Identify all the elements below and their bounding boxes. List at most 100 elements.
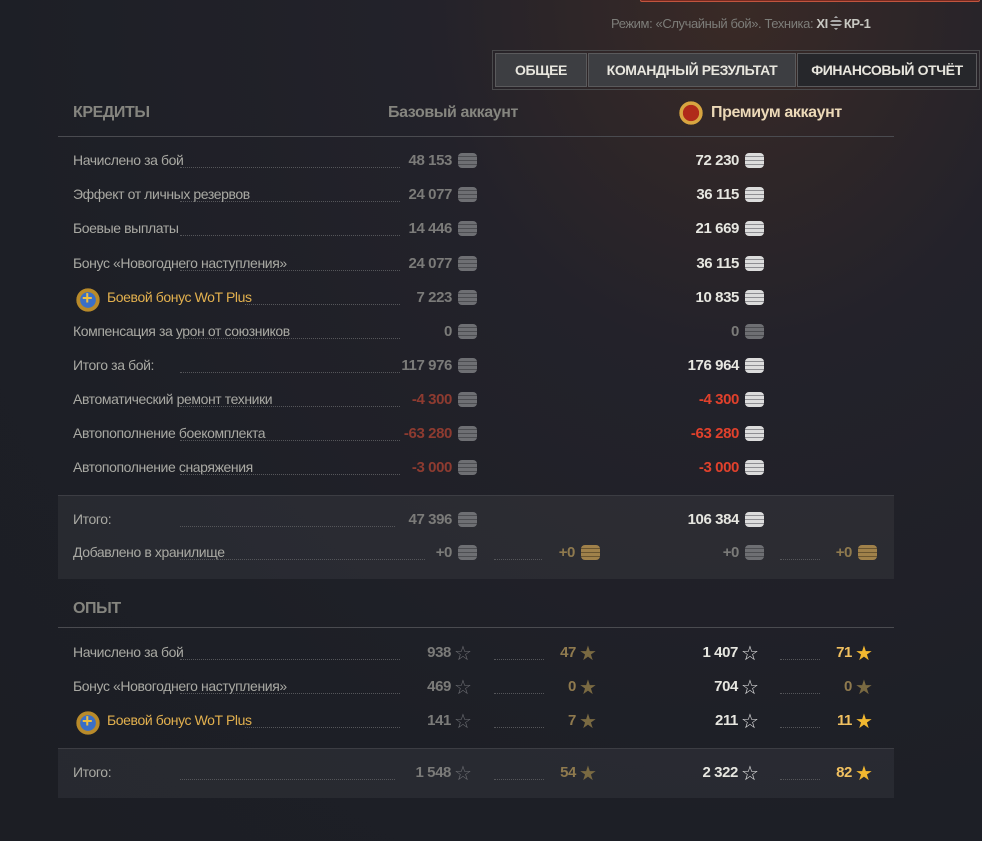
experience-star-icon: ☆ bbox=[741, 763, 759, 785]
premium-credits-total: 106 384 bbox=[687, 511, 740, 528]
divider bbox=[58, 627, 894, 628]
dotted-leader bbox=[180, 474, 400, 475]
dotted-leader bbox=[245, 727, 400, 728]
dotted-leader bbox=[180, 235, 400, 236]
base-credits-value: 14 446 bbox=[408, 220, 453, 237]
premium-credits-value: -3 000 bbox=[698, 459, 740, 476]
row-label: Автопополнение снаряжения bbox=[73, 459, 253, 475]
base-credits-value: -63 280 bbox=[403, 425, 452, 442]
experience-star-icon: ★ bbox=[579, 763, 597, 785]
row-label: Эффект от личных резервов bbox=[73, 186, 250, 202]
row-label: Итого за бой: bbox=[73, 357, 154, 373]
base-credits-value: 24 077 bbox=[408, 255, 453, 272]
table-row: Бонус «Новогоднего наступления» 24 077 36 … bbox=[0, 255, 982, 279]
base-account-header: Базовый аккаунт bbox=[388, 104, 518, 121]
row-label: Компенсация за урон от союзников bbox=[73, 323, 290, 339]
vehicle-class-icon bbox=[828, 15, 843, 31]
credits-icon bbox=[745, 512, 764, 527]
dotted-leader bbox=[180, 526, 395, 527]
row-label: Начислено за бой bbox=[73, 644, 184, 660]
row-label: Итого: bbox=[73, 511, 112, 527]
premium-free-xp-value: 82 bbox=[836, 764, 852, 781]
vehicle-name: КР-1 bbox=[843, 16, 871, 31]
row-label: Начислено за бой bbox=[73, 152, 184, 168]
experience-star-icon: ☆ bbox=[454, 763, 472, 785]
credits-icon bbox=[745, 256, 764, 271]
premium-credits-value: -63 280 bbox=[690, 425, 739, 442]
dotted-leader bbox=[494, 779, 544, 780]
table-row: Итого: 47 396 106 384 bbox=[0, 511, 982, 535]
credits-icon bbox=[745, 358, 764, 373]
dotted-leader bbox=[180, 440, 400, 441]
premium-credits-value: 21 669 bbox=[695, 220, 740, 237]
credits-icon bbox=[745, 221, 764, 236]
tab-general[interactable]: ОБЩЕЕ bbox=[495, 53, 587, 87]
row-label: Автопополнение боекомплекта bbox=[73, 425, 266, 441]
dotted-leader bbox=[180, 406, 400, 407]
credits-icon bbox=[458, 290, 477, 305]
row-label: Бонус «Новогоднего наступления» bbox=[73, 255, 287, 271]
base-credits-total: 47 396 bbox=[408, 511, 453, 528]
premium-free-xp-value: 0 bbox=[844, 678, 852, 695]
credits-icon bbox=[745, 290, 764, 305]
experience-title: ОПЫТ bbox=[73, 600, 121, 617]
experience-star-icon: ★ bbox=[579, 677, 597, 699]
dotted-leader bbox=[180, 338, 400, 339]
dotted-leader bbox=[494, 659, 544, 660]
credits-icon bbox=[745, 460, 764, 475]
tab-bar: ОБЩЕЕ КОМАНДНЫЙ РЕЗУЛЬТАТ ФИНАНСОВЫЙ ОТЧ… bbox=[492, 50, 980, 90]
premium-credits-value: 36 115 bbox=[696, 255, 739, 272]
premium-credits-value: -4 300 bbox=[698, 391, 740, 408]
dotted-leader bbox=[180, 372, 400, 373]
credits-icon bbox=[745, 187, 764, 202]
dotted-leader bbox=[245, 304, 400, 305]
dotted-leader bbox=[180, 201, 400, 202]
base-xp-value: 141 bbox=[427, 712, 451, 729]
credits-title: КРЕДИТЫ bbox=[73, 104, 150, 121]
dotted-leader bbox=[494, 559, 542, 560]
experience-star-icon: ☆ bbox=[741, 677, 759, 699]
credits-icon bbox=[458, 545, 477, 560]
premium-xp-value: 704 bbox=[714, 678, 738, 695]
experience-star-icon: ★ bbox=[855, 643, 873, 665]
premium-free-xp-value: 11 bbox=[836, 712, 852, 729]
credits-icon bbox=[458, 221, 477, 236]
base-xp-value: 469 bbox=[427, 678, 451, 695]
divider bbox=[58, 136, 894, 137]
row-label: Боевые выплаты bbox=[73, 220, 179, 236]
tab-team-result[interactable]: КОМАНДНЫЙ РЕЗУЛЬТАТ bbox=[588, 53, 796, 87]
dotted-leader bbox=[180, 659, 400, 660]
premium-credits-value: 36 115 bbox=[696, 186, 739, 203]
gold-icon bbox=[858, 545, 877, 560]
experience-star-icon: ★ bbox=[579, 643, 597, 665]
dotted-leader bbox=[780, 693, 820, 694]
table-row: Добавлено в хранилище +0 +0 +0 +0 bbox=[0, 544, 982, 568]
base-xp-value: 1 548 bbox=[415, 764, 451, 781]
credits-icon bbox=[458, 512, 477, 527]
table-row: Боевые выплаты 14 446 21 669 bbox=[0, 220, 982, 244]
credits-icon bbox=[458, 187, 477, 202]
credits-icon bbox=[745, 324, 764, 339]
base-storage-gold: +0 bbox=[558, 544, 576, 561]
base-credits-value: 24 077 bbox=[408, 186, 453, 203]
experience-star-icon: ★ bbox=[579, 711, 597, 733]
premium-xp-value: 1 407 bbox=[702, 644, 738, 661]
top-button-edge bbox=[640, 0, 980, 2]
dotted-leader bbox=[494, 693, 544, 694]
base-xp-value: 938 bbox=[427, 644, 451, 661]
credits-icon bbox=[745, 426, 764, 441]
base-storage-credits: +0 bbox=[435, 544, 453, 561]
dotted-leader bbox=[780, 779, 820, 780]
experience-star-icon: ★ bbox=[855, 711, 873, 733]
premium-storage-credits: +0 bbox=[722, 544, 740, 561]
row-label: Боевой бонус WoT Plus bbox=[107, 712, 252, 728]
table-row: Боевой бонус WoT Plus 7 223 10 835 bbox=[0, 287, 982, 313]
experience-star-icon: ☆ bbox=[454, 711, 472, 733]
gold-icon bbox=[581, 545, 600, 560]
credits-icon bbox=[745, 392, 764, 407]
tab-financial-report[interactable]: ФИНАНСОВЫЙ ОТЧЁТ bbox=[797, 53, 977, 87]
table-row: Начислено за бой 48 153 72 230 bbox=[0, 152, 982, 176]
wot-plus-icon bbox=[74, 710, 102, 736]
mode-text: Режим: «Случайный бой». Техника: bbox=[611, 16, 814, 31]
